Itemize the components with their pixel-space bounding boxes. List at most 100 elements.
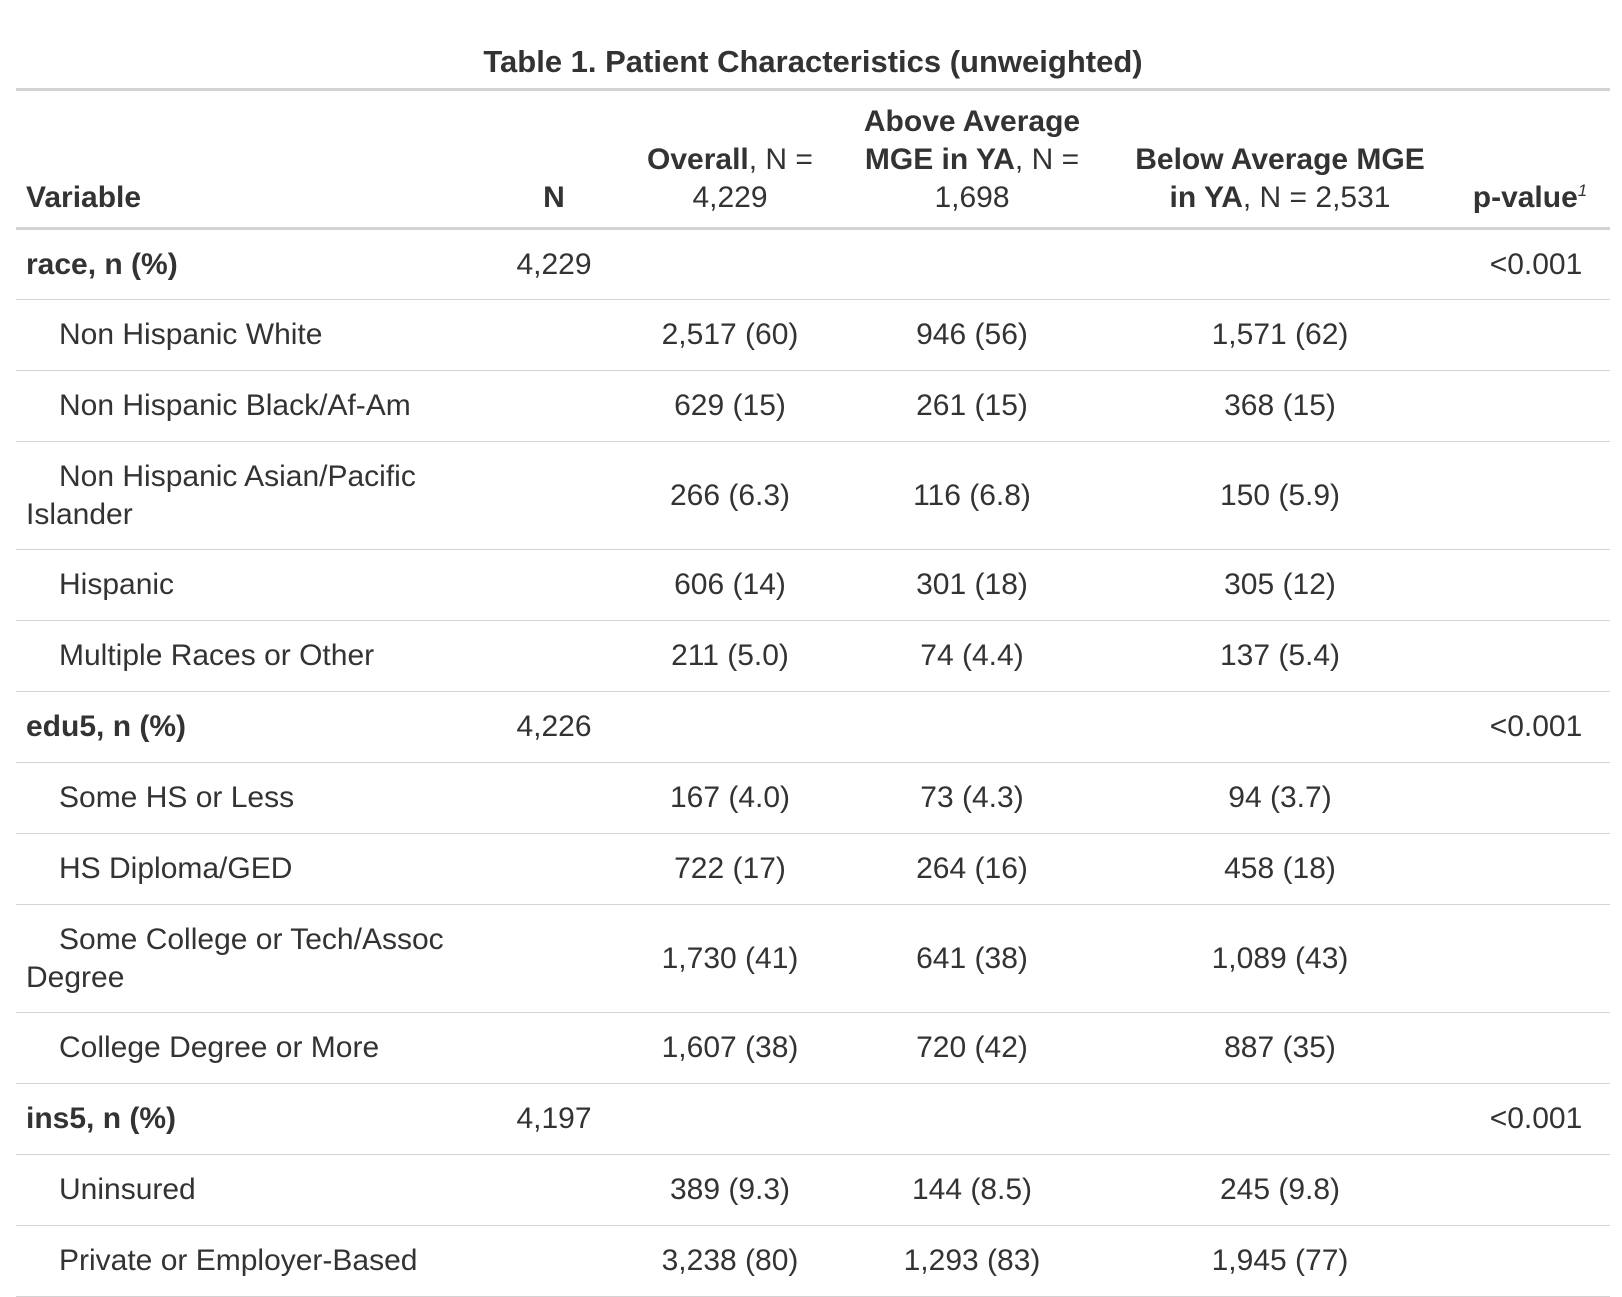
table-row: Some College or Tech/Assoc Degree 1,730 (… [16,904,1610,1013]
row-below-average-cell: 94 (3.7) [1110,762,1450,834]
row-variable-cell: Non Hispanic Black/Af-Am [16,370,482,442]
row-overall-cell: 2,517 (60) [626,299,834,371]
row-above-average-cell: 720 (42) [834,1012,1110,1084]
table-row: Private or Employer-Based 3,238 (80) 1,293… [16,1225,1610,1297]
row-above-average-cell [834,691,1110,763]
row-overall-cell [626,691,834,763]
row-above-average-cell [834,1083,1110,1155]
row-variable-cell: College Degree or More [16,1012,482,1084]
row-p-value-cell [1450,299,1610,371]
row-overall-cell: 3,238 (80) [626,1225,834,1297]
header-above-label: Above Average MGE in YA [863,105,1081,176]
row-p-value-cell: <0.001 [1450,228,1610,300]
header-p-value: p-value1 [1450,91,1610,230]
row-below-average-cell: 150 (5.9) [1110,441,1450,550]
row-p-value-cell [1450,370,1610,442]
row-variable-cell: Non Hispanic White [16,299,482,371]
header-p-value-label: p-value [1472,181,1578,214]
row-variable-cell: Multiple Races or Other [16,620,482,692]
row-below-average-cell: 368 (15) [1110,370,1450,442]
row-p-value-cell [1450,1154,1610,1226]
header-p-value-footnote: 1 [1577,181,1588,200]
row-below-average-cell [1110,1083,1450,1155]
row-overall-cell: 1,607 (38) [626,1012,834,1084]
row-n-cell [482,762,626,834]
table-row: Multiple Races or Other 211 (5.0) 74 (4.4)… [16,620,1610,692]
row-variable-cell: Non Hispanic Asian/Pacific Islander [16,441,482,550]
header-n: N [482,91,626,230]
row-n-cell [482,1154,626,1226]
row-variable-cell: edu5, n (%) [16,691,482,763]
table-caption: Table 1. Patient Characteristics (unweig… [16,40,1610,91]
row-p-value-cell: <0.001 [1450,691,1610,763]
header-below-average: Below Average MGE in YA, N = 2,531 [1110,91,1450,230]
row-n-cell [482,833,626,905]
row-overall-cell: 606 (14) [626,549,834,621]
row-below-average-cell: 1,945 (77) [1110,1225,1450,1297]
row-below-average-cell: 1,571 (62) [1110,299,1450,371]
row-overall-cell: 389 (9.3) [626,1154,834,1226]
patient-characteristics-table-wrapper: Table 1. Patient Characteristics (unweig… [16,40,1610,1297]
header-below-label: Below Average MGE in YA [1135,143,1425,214]
table-group-row: edu5, n (%) 4,226 <0.001 [16,691,1610,763]
row-overall-cell: 211 (5.0) [626,620,834,692]
row-variable-cell: race, n (%) [16,228,482,300]
table-row: Non Hispanic Asian/Pacific Islander 266 (… [16,441,1610,550]
row-variable-cell: Hispanic [16,549,482,621]
row-overall-cell [626,1083,834,1155]
row-below-average-cell: 305 (12) [1110,549,1450,621]
table-row: Non Hispanic Black/Af-Am 629 (15) 261 (15)… [16,370,1610,442]
patient-characteristics-table: Variable N Overall, N = 4,229 Above Aver… [16,91,1610,1297]
table-row: Hispanic 606 (14) 301 (18) 305 (12) [16,549,1610,621]
table-row: HS Diploma/GED 722 (17) 264 (16) 458 (18) [16,833,1610,905]
row-variable-cell: Private or Employer-Based [16,1225,482,1297]
row-p-value-cell [1450,549,1610,621]
row-p-value-cell [1450,833,1610,905]
row-above-average-cell: 1,293 (83) [834,1225,1110,1297]
table-body: race, n (%) 4,229 <0.001 Non Hispanic White… [16,228,1610,1297]
header-above-count: , N = 1,698 [934,143,1080,214]
row-overall-cell: 722 (17) [626,833,834,905]
row-n-cell [482,620,626,692]
row-p-value-cell [1450,620,1610,692]
row-above-average-cell: 116 (6.8) [834,441,1110,550]
row-below-average-cell: 137 (5.4) [1110,620,1450,692]
row-p-value-cell [1450,1012,1610,1084]
row-n-cell [482,299,626,371]
row-n-cell [482,370,626,442]
row-above-average-cell: 144 (8.5) [834,1154,1110,1226]
row-above-average-cell: 301 (18) [834,549,1110,621]
row-above-average-cell: 641 (38) [834,904,1110,1013]
row-variable-cell: HS Diploma/GED [16,833,482,905]
row-below-average-cell [1110,691,1450,763]
row-overall-cell: 629 (15) [626,370,834,442]
row-variable-cell: Some HS or Less [16,762,482,834]
header-overall-label: Overall [647,143,749,176]
row-n-cell [482,1225,626,1297]
row-n-cell [482,441,626,550]
row-below-average-cell [1110,228,1450,300]
table-row: Some HS or Less 167 (4.0) 73 (4.3) 94 (3.7) [16,762,1610,834]
row-above-average-cell: 74 (4.4) [834,620,1110,692]
row-overall-cell [626,228,834,300]
row-overall-cell: 266 (6.3) [626,441,834,550]
row-overall-cell: 167 (4.0) [626,762,834,834]
row-n-cell: 4,226 [482,691,626,763]
header-overall: Overall, N = 4,229 [626,91,834,230]
row-n-cell [482,549,626,621]
row-variable-cell: Uninsured [16,1154,482,1226]
row-p-value-cell [1450,441,1610,550]
table-group-row: race, n (%) 4,229 <0.001 [16,228,1610,300]
row-n-cell: 4,197 [482,1083,626,1155]
row-p-value-cell [1450,904,1610,1013]
table-group-row: ins5, n (%) 4,197 <0.001 [16,1083,1610,1155]
row-p-value-cell: <0.001 [1450,1083,1610,1155]
row-above-average-cell: 73 (4.3) [834,762,1110,834]
row-below-average-cell: 245 (9.8) [1110,1154,1450,1226]
header-variable: Variable [16,91,482,230]
row-below-average-cell: 458 (18) [1110,833,1450,905]
row-p-value-cell [1450,762,1610,834]
row-above-average-cell: 946 (56) [834,299,1110,371]
row-p-value-cell [1450,1225,1610,1297]
row-above-average-cell [834,228,1110,300]
